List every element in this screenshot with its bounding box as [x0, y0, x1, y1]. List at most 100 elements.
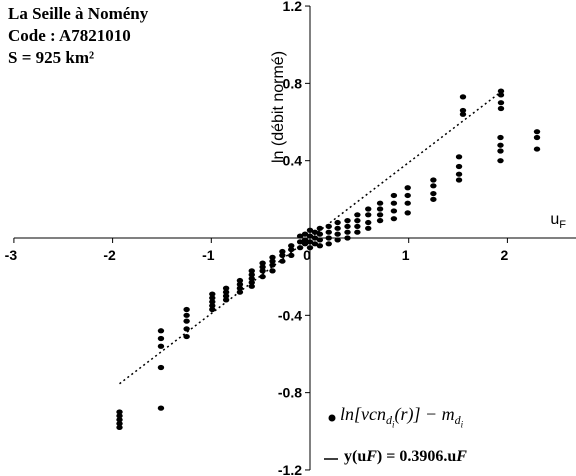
y-tick-label: -0.8 — [278, 385, 302, 401]
station-code: Code : A7821010 — [8, 26, 131, 45]
data-point — [222, 293, 230, 299]
data-point — [116, 424, 123, 431]
legend-point-marker — [328, 414, 336, 422]
data-point — [390, 208, 398, 214]
data-point — [390, 200, 398, 206]
data-point — [344, 218, 351, 224]
data-point — [301, 237, 309, 243]
data-point — [316, 225, 324, 231]
y-tick-label: -0.4 — [278, 307, 302, 323]
data-point — [316, 231, 324, 237]
data-point — [325, 223, 332, 230]
data-point — [334, 225, 341, 231]
data-point — [306, 233, 314, 239]
data-point — [334, 219, 341, 226]
data-point — [183, 326, 190, 332]
data-point — [311, 241, 319, 247]
data-point — [533, 129, 541, 135]
x-tick-label: 2 — [501, 247, 509, 263]
data-point — [430, 190, 437, 197]
data-point — [404, 210, 411, 216]
data-point — [533, 146, 541, 152]
data-point — [157, 328, 165, 334]
data-point — [288, 243, 295, 249]
x-tick-label: -1 — [202, 247, 215, 263]
data-point — [404, 200, 411, 206]
data-point — [430, 183, 437, 189]
data-point — [209, 291, 216, 297]
data-point — [269, 268, 276, 274]
data-point — [354, 229, 361, 235]
data-point — [157, 343, 165, 349]
data-point — [390, 192, 398, 199]
data-point — [316, 243, 324, 249]
data-point — [344, 223, 351, 230]
data-point — [497, 105, 505, 112]
data-point — [311, 235, 319, 241]
data-point — [455, 171, 463, 177]
y-tick-label: 1.2 — [283, 0, 303, 14]
data-point — [116, 417, 123, 423]
data-point — [306, 227, 314, 233]
data-point — [222, 285, 230, 291]
data-point — [296, 245, 304, 251]
data-point — [344, 229, 351, 235]
data-point — [325, 241, 332, 247]
data-point — [325, 229, 332, 235]
y-tick-label: 0.8 — [283, 75, 303, 91]
data-point — [236, 289, 244, 295]
data-point — [334, 237, 341, 243]
data-point — [236, 281, 244, 287]
data-point — [459, 111, 467, 117]
data-point — [311, 229, 319, 235]
data-point — [236, 285, 244, 291]
data-point — [365, 206, 372, 212]
station-name: La Seille à Nomény — [8, 4, 149, 23]
data-point — [279, 248, 286, 255]
x-axis-label: uF — [550, 211, 566, 231]
data-point — [157, 405, 165, 411]
data-point — [497, 148, 504, 154]
data-point — [301, 231, 309, 237]
data-point — [430, 196, 437, 202]
legend-points-label: ln[vcndi(r)] − mdi — [340, 404, 464, 430]
data-point — [296, 239, 304, 245]
data-point — [209, 299, 216, 305]
data-point — [288, 246, 295, 253]
data-point — [459, 107, 467, 114]
data-point — [354, 212, 361, 218]
data-point — [365, 225, 372, 231]
data-point — [455, 177, 463, 183]
data-point — [248, 275, 255, 282]
data-point — [325, 235, 332, 241]
data-point — [209, 306, 216, 313]
data-point — [236, 277, 244, 284]
y-tick-label: -1.2 — [278, 462, 302, 476]
data-point — [259, 274, 266, 280]
data-point — [209, 303, 216, 309]
data-point — [497, 88, 505, 94]
data-point — [455, 154, 463, 160]
data-point — [183, 312, 190, 318]
data-point — [376, 212, 384, 218]
data-point — [430, 177, 437, 183]
data-point — [404, 185, 411, 191]
data-point — [301, 241, 309, 247]
data-point — [344, 235, 351, 241]
data-point — [248, 283, 255, 289]
data-point — [365, 219, 372, 226]
data-point — [459, 94, 467, 100]
data-point — [269, 254, 276, 260]
data-point — [248, 279, 255, 286]
x-tick-label: 1 — [402, 247, 410, 263]
data-point — [533, 134, 541, 141]
x-tick-label: 0 — [303, 247, 311, 263]
data-point — [296, 233, 304, 239]
data-point — [497, 142, 504, 148]
data-point — [269, 262, 276, 268]
data-point — [259, 264, 266, 270]
data-point — [376, 200, 384, 206]
data-point — [316, 237, 324, 243]
